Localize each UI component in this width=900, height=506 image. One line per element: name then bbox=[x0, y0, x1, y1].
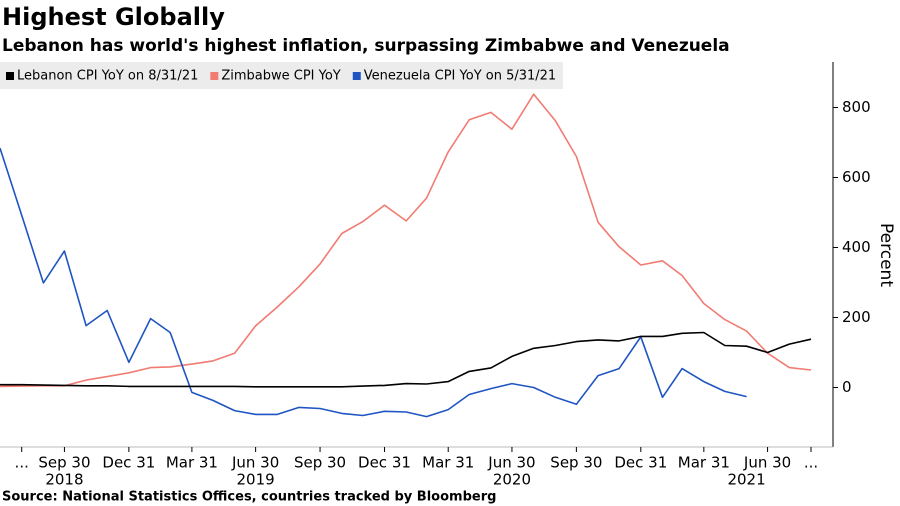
legend-label: Venezuela CPI YoY on 5/31/21 bbox=[364, 69, 556, 84]
chart-subtitle: Lebanon has world's highest inflation, s… bbox=[2, 36, 730, 56]
x-year-label: 2021 bbox=[727, 471, 765, 489]
y-axis-label: Percent bbox=[876, 223, 896, 287]
source-note: Source: National Statistics Offices, cou… bbox=[2, 490, 496, 505]
legend-label: Zimbabwe CPI YoY bbox=[221, 69, 340, 84]
y-tick-label: 400 bbox=[842, 238, 871, 256]
x-tick-label: ... bbox=[804, 454, 818, 472]
x-year-label: 2018 bbox=[45, 471, 83, 489]
y-tick-label: 200 bbox=[842, 308, 871, 326]
legend-marker bbox=[352, 72, 361, 80]
x-tick-label: Sep 30 bbox=[294, 454, 346, 472]
x-year-label: 2019 bbox=[237, 471, 275, 489]
series-line bbox=[0, 331, 812, 388]
chart-title: Highest Globally bbox=[2, 3, 225, 31]
x-tick-label: Mar 31 bbox=[422, 454, 474, 472]
x-tick-label: Sep 30 bbox=[550, 454, 602, 472]
x-tick-label: ... bbox=[15, 454, 29, 472]
x-tick-label: Mar 31 bbox=[678, 454, 730, 472]
series-line bbox=[0, 93, 812, 388]
legend-marker bbox=[210, 72, 219, 80]
x-tick-label: Dec 31 bbox=[102, 454, 155, 472]
x-year-label: 2020 bbox=[493, 471, 531, 489]
x-tick-label: Dec 31 bbox=[614, 454, 667, 472]
series-line bbox=[0, 147, 747, 418]
x-tick-label: Jun 30 bbox=[231, 454, 279, 472]
y-tick-label: 600 bbox=[842, 168, 871, 186]
y-tick-label: 800 bbox=[842, 98, 871, 116]
legend-background bbox=[0, 62, 563, 89]
x-tick-label: Jun 30 bbox=[743, 454, 791, 472]
legend-marker bbox=[6, 72, 14, 80]
legend-label: Lebanon CPI YoY on 8/31/21 bbox=[17, 69, 198, 84]
x-tick-label: Sep 30 bbox=[38, 454, 90, 472]
x-tick-label: Jun 30 bbox=[487, 454, 535, 472]
x-tick-label: Mar 31 bbox=[166, 454, 218, 472]
y-tick-label: 0 bbox=[842, 378, 852, 396]
x-tick-label: Dec 31 bbox=[358, 454, 411, 472]
